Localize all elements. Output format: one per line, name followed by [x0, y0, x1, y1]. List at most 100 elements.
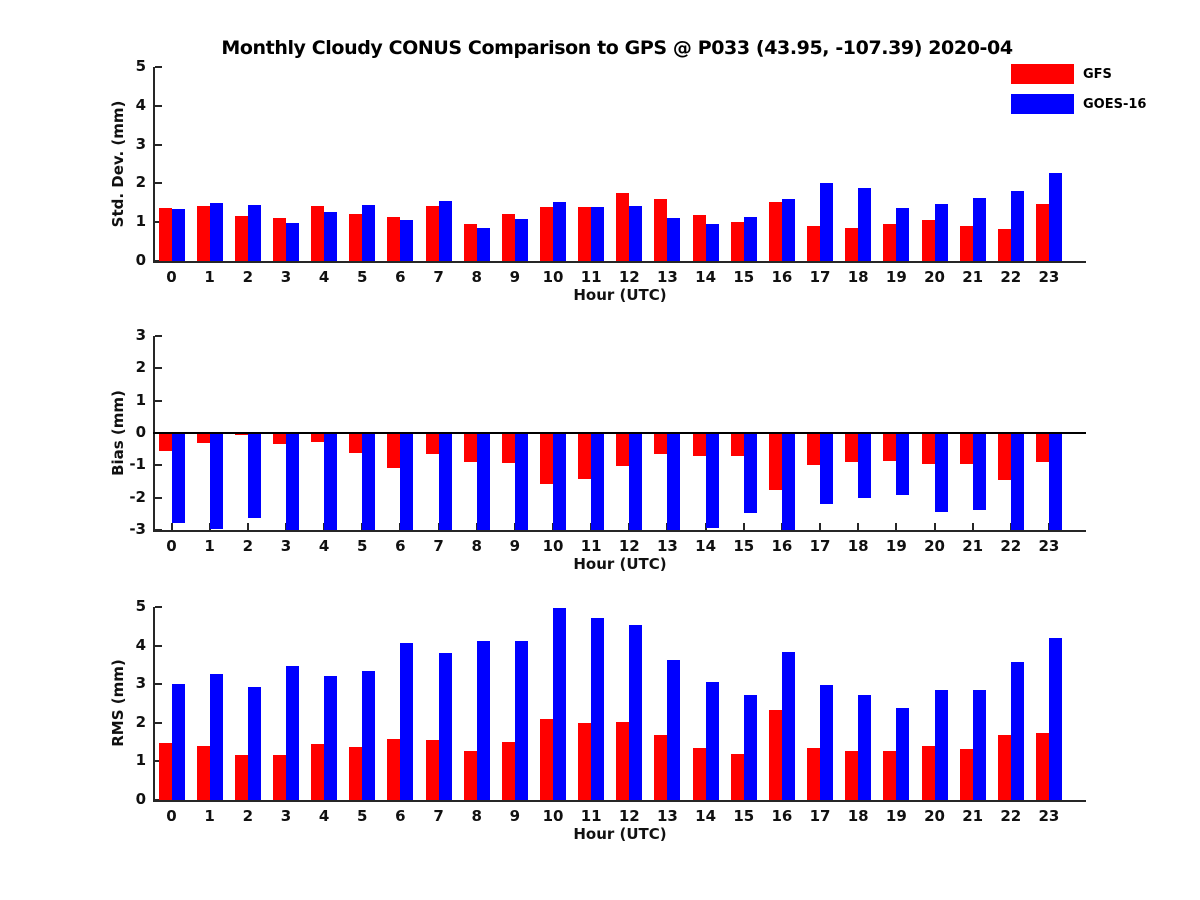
x-tick-label: 15 — [733, 537, 755, 555]
goes-16-bar-hour-7 — [438, 200, 452, 261]
rms-y-axis-label: RMS (mm) — [109, 659, 127, 747]
x-tick-label: 8 — [471, 807, 482, 825]
goes-16-bar-hour-8 — [476, 228, 490, 261]
goes-16-bar-hour-21 — [972, 433, 986, 510]
x-tick-label: 1 — [204, 268, 215, 286]
x-tick-label: 16 — [771, 537, 793, 555]
x-tick — [246, 523, 249, 530]
x-tick-label: 7 — [433, 268, 444, 286]
gfs-bar-hour-1 — [196, 745, 210, 800]
x-tick-label: 23 — [1038, 537, 1060, 555]
goes-16-bar-hour-4 — [324, 676, 338, 800]
y-tick — [155, 683, 162, 686]
goes-16-bar-hour-23 — [1048, 433, 1062, 530]
goes-16-bar-hour-17 — [820, 684, 834, 800]
gfs-bar-hour-7 — [425, 739, 439, 800]
goes-16-bar-hour-16 — [781, 433, 795, 530]
y-tick-label: -1 — [129, 455, 146, 474]
gfs-bar-hour-18 — [845, 751, 859, 800]
gfs-bar-hour-0 — [158, 433, 172, 451]
y-tick — [155, 721, 162, 724]
x-tick-label: 4 — [318, 537, 330, 555]
gfs-bar-hour-17 — [807, 433, 821, 466]
x-tick-label: 3 — [280, 537, 292, 555]
stddev-x-axis-label: Hour (UTC) — [573, 286, 667, 304]
x-tick-label: 8 — [471, 268, 482, 286]
goes-16-bar-hour-5 — [362, 433, 376, 530]
y-tick — [155, 182, 162, 185]
y-tick-label: 5 — [135, 597, 146, 615]
goes-16-bar-hour-22 — [1010, 433, 1024, 530]
gfs-bar-hour-12 — [616, 192, 630, 261]
x-tick — [170, 523, 173, 530]
x-tick-label: 19 — [885, 537, 907, 555]
goes-16-bar-hour-0 — [171, 433, 185, 523]
goes-16-bar-hour-14 — [705, 681, 719, 800]
goes-16-bar-hour-0 — [171, 208, 185, 261]
gfs-bar-hour-23 — [1035, 732, 1049, 800]
gfs-bar-hour-22 — [997, 433, 1011, 480]
x-tick-label: 9 — [509, 537, 521, 555]
x-tick — [819, 523, 822, 530]
legend-label-goes16: GOES-16 — [1083, 96, 1147, 112]
gfs-bar-hour-10 — [540, 718, 553, 800]
gfs-bar-hour-7 — [425, 433, 439, 455]
y-tick — [155, 606, 162, 608]
gfs-bar-hour-5 — [349, 433, 363, 454]
y-tick-label: 4 — [135, 635, 146, 654]
y-tick-label: 0 — [135, 790, 146, 808]
y-tick — [155, 104, 162, 107]
y-tick-label: 1 — [135, 212, 146, 231]
x-tick-label: 22 — [1000, 268, 1022, 286]
x-tick-label: 11 — [580, 268, 602, 286]
x-tick-label: 17 — [809, 537, 831, 555]
goes-16-bar-hour-21 — [972, 198, 986, 261]
goes-16-bar-hour-4 — [324, 212, 338, 261]
bias-x-axis — [153, 530, 1086, 532]
x-tick-label: 12 — [618, 537, 640, 555]
x-tick-label: 12 — [618, 268, 640, 286]
x-tick-label: 0 — [166, 537, 177, 555]
y-tick-label: 2 — [135, 173, 146, 192]
goes-16-bar-hour-10 — [553, 433, 566, 530]
x-tick — [857, 523, 860, 530]
goes-16-bar-hour-9 — [514, 433, 528, 530]
goes-16-bar-hour-5 — [362, 204, 376, 261]
x-tick-label: 19 — [885, 268, 907, 286]
x-tick-label: 10 — [542, 807, 564, 825]
goes-16-bar-hour-15 — [743, 694, 757, 800]
goes-16-bar-hour-4 — [324, 433, 338, 530]
x-tick-label: 17 — [809, 268, 831, 286]
goes-16-bar-hour-20 — [934, 433, 948, 513]
x-tick-label: 5 — [357, 268, 368, 286]
goes-16-bar-hour-22 — [1010, 661, 1024, 800]
gfs-bar-hour-8 — [463, 224, 477, 261]
goes-16-bar-hour-6 — [400, 433, 414, 530]
x-tick-label: 5 — [357, 807, 368, 825]
gfs-bar-hour-11 — [578, 207, 592, 261]
gfs-bar-hour-16 — [768, 710, 782, 800]
gfs-bar-hour-19 — [883, 224, 897, 261]
x-tick-label: 5 — [357, 537, 368, 555]
goes-16-bar-hour-17 — [820, 433, 834, 505]
goes-16-bar-hour-13 — [667, 433, 681, 530]
y-tick-label: 3 — [135, 326, 146, 344]
goes-16-bar-hour-12 — [629, 433, 643, 530]
gfs-bar-hour-5 — [349, 213, 363, 261]
x-tick-label: 7 — [433, 537, 444, 555]
legend-label-gfs: GFS — [1083, 66, 1112, 82]
goes-16-bar-hour-11 — [591, 617, 605, 800]
goes-16-bar-hour-18 — [858, 188, 872, 261]
std_dev-x-axis — [153, 261, 1086, 263]
gfs-bar-hour-6 — [387, 433, 401, 469]
x-tick-label: 16 — [771, 268, 793, 286]
goes-16-bar-hour-11 — [591, 207, 605, 261]
y-tick-label: 3 — [135, 674, 146, 693]
gfs-bar-hour-15 — [730, 222, 744, 261]
gfs-bar-hour-12 — [616, 433, 630, 467]
x-tick-label: 6 — [395, 268, 406, 286]
x-tick-label: 20 — [924, 807, 945, 825]
y-tick — [155, 399, 162, 402]
